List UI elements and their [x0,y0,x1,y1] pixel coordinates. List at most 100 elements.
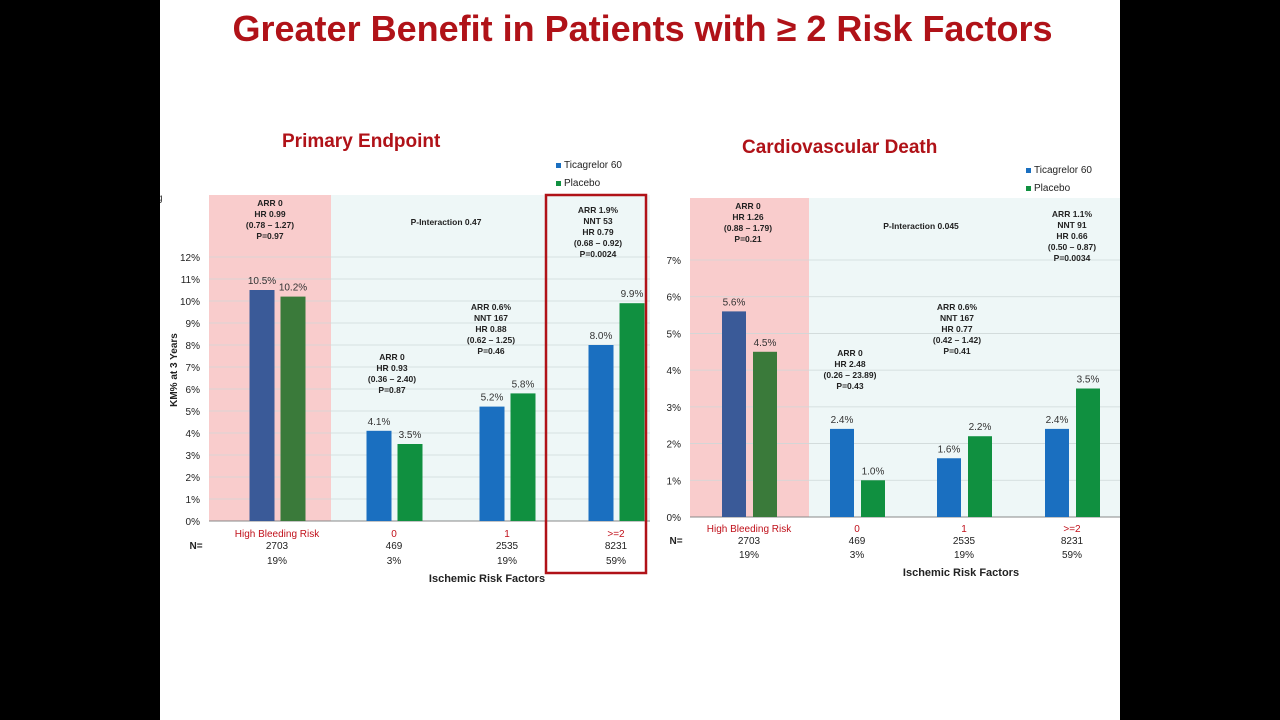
cvdeath-category-label: High Bleeding Risk [707,524,792,535]
primary-category-label: >=2 [607,529,625,540]
primary-bar-ticagrelor [479,406,505,521]
primary-y-tick-label: 5% [186,407,201,418]
cvdeath-annotation-line: NNT 167 [940,313,974,323]
primary-y-tick-label: 10% [180,297,200,308]
primary-y-tick-label: 11% [181,275,200,286]
cvdeath-legend-swatch [1026,186,1031,191]
cvdeath-bar-ticagrelor [1045,428,1069,517]
primary-bar-value-label: 10.2% [279,283,307,294]
cvdeath-bar-value-label: 1.6% [938,444,961,455]
cvdeath-pct-value: 19% [954,550,974,561]
cvdeath-bar-value-label: 4.5% [754,338,777,349]
primary-bar-placebo [280,296,306,521]
primary-bar-ticagrelor [588,345,614,521]
cvdeath-annotation-line: P=0.0034 [1054,253,1091,263]
cvdeath-y-tick-label: 6% [667,293,682,304]
primary-y-axis-title: KM% at 3 Years [169,333,180,407]
primary-annotation-line: P=0.46 [477,346,504,356]
primary-annotation-line: P=0.87 [378,385,405,395]
cvdeath-pct-value: 59% [1062,550,1082,561]
primary-y-tick-label: 3% [186,451,201,462]
primary-y-tick-label: 6% [186,385,201,396]
cvdeath-bar-ticagrelor [937,458,961,517]
primary-bar-placebo [619,303,645,521]
cvdeath-bar-value-label: 2.4% [831,415,854,426]
primary-pct-value: 3% [387,556,402,567]
primary-annotation-line: HR 0.79 [582,227,613,237]
primary-annotation-line: P=0.0024 [580,249,617,259]
primary-bar-value-label: 8.0% [590,331,613,342]
cvdeath-annotation-line: ARR 0.6% [937,302,978,312]
primary-bar-value-label: 9.9% [621,289,644,300]
cvdeath-category-label: 0 [854,524,860,535]
cvdeath-bar-placebo [861,480,885,517]
primary-annotation-line: ARR 1.9% [578,205,619,215]
cvdeath-n-value: 8231 [1061,536,1084,547]
primary-bar-ticagrelor [366,430,392,521]
primary-y-tick-label: 9% [186,319,201,330]
primary-p-interaction: P-Interaction 0.47 [411,217,482,227]
cvdeath-n-label: N= [669,536,682,547]
cvdeath-legend-label: Ticagrelor 60 [1034,165,1092,176]
cvdeath-n-value: 2703 [738,536,761,547]
primary-bar-placebo [510,393,536,521]
cvdeath-annotation-line: P=0.43 [836,381,863,391]
primary-category-label: 1 [504,529,510,540]
primary-bar-value-label: 4.1% [368,417,391,428]
cvdeath-legend-swatch [1026,168,1031,173]
primary-category-label: 0 [391,529,397,540]
primary-annotation-line: ARR 0 [257,198,283,208]
primary-bar-value-label: 5.8% [512,379,535,390]
charts-canvas: 0%1%2%3%4%5%6%7%8%9%10%11%12%10.5%4.1%5.… [169,160,1120,585]
chart-title-primary-endpoint: Primary Endpoint [282,131,441,152]
primary-x-axis-title: Ischemic Risk Factors [429,573,545,585]
cvdeath-annotation-line: (0.42 – 1.42) [933,335,981,345]
primary-y-tick-label: 12% [180,253,200,264]
cvdeath-annotation-line: HR 0.66 [1056,231,1087,241]
primary-y-tick-label: 2% [186,473,201,484]
cvdeath-p-interaction: P-Interaction 0.045 [883,221,959,231]
cvdeath-n-value: 469 [849,536,866,547]
primary-annotation-line: (0.78 – 1.27) [246,220,294,230]
primary-n-value: 2535 [496,541,519,552]
chart-title-cardiovascular-death: Cardiovascular Death [742,137,938,158]
primary-annotation-line: NNT 53 [583,216,613,226]
primary-y-tick-label: 8% [186,341,201,352]
clipped-text-fragment: g [160,193,163,204]
cvdeath-y-tick-label: 0% [667,513,682,524]
primary-y-tick-label: 0% [186,517,201,528]
slide-title: Greater Benefit in Patients with ≥ 2 Ris… [232,8,1053,49]
cvdeath-y-tick-label: 4% [667,366,682,377]
primary-annotation-line: HR 0.93 [376,363,407,373]
cvdeath-x-axis-title: Ischemic Risk Factors [903,567,1019,579]
cvdeath-annotation-line: HR 2.48 [834,359,865,369]
cvdeath-bar-value-label: 5.6% [723,297,746,308]
primary-bar-value-label: 10.5% [248,276,276,287]
cvdeath-annotation-line: P=0.41 [943,346,970,356]
cvdeath-annotation-line: ARR 0 [735,201,761,211]
primary-n-value: 469 [386,541,403,552]
cvdeath-pct-value: 3% [850,550,865,561]
cvdeath-annotation-line: (0.88 – 1.79) [724,223,772,233]
cvdeath-bar-ticagrelor [830,428,854,517]
primary-y-tick-label: 1% [186,495,201,506]
primary-pct-value: 19% [497,556,517,567]
primary-annotation-line: (0.68 – 0.92) [574,238,622,248]
cvdeath-y-tick-label: 7% [667,256,682,267]
primary-legend-label: Placebo [564,178,601,189]
slide: Greater Benefit in Patients with ≥ 2 Ris… [160,0,1120,720]
cvdeath-legend-label: Placebo [1034,183,1071,194]
primary-annotation-line: ARR 0 [379,352,405,362]
primary-legend-swatch [556,163,561,168]
primary-category-label: High Bleeding Risk [235,529,320,540]
primary-legend-swatch [556,181,561,186]
primary-bar-value-label: 3.5% [399,430,422,441]
primary-legend-label: Ticagrelor 60 [564,160,622,171]
primary-annotation-line: P=0.97 [256,231,283,241]
primary-n-label: N= [189,541,202,552]
cvdeath-bar-placebo [1076,388,1100,517]
primary-bar-value-label: 5.2% [481,393,504,404]
cvdeath-y-tick-label: 3% [667,403,682,414]
cvdeath-bar-placebo [753,351,777,517]
primary-n-value: 8231 [605,541,628,552]
